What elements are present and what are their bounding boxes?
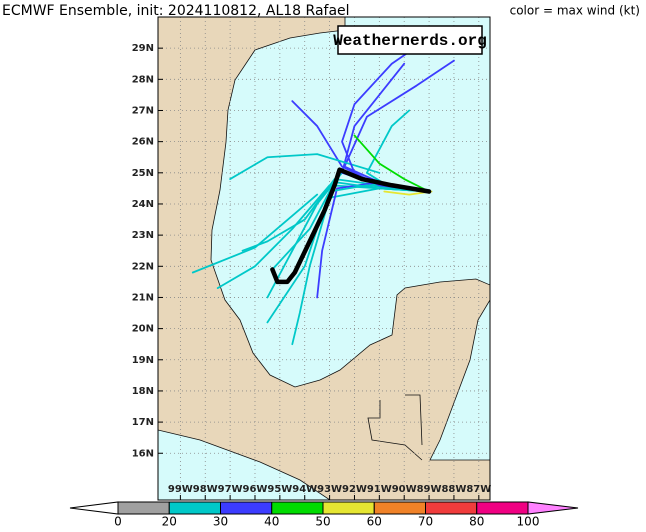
colorbar-bin: [425, 501, 478, 515]
colorbar-label: 100: [517, 515, 540, 529]
x-tick-label: 90W: [392, 484, 417, 495]
colorbar-label: 30: [213, 515, 228, 529]
caribbean-water: [429, 299, 490, 461]
watermark-box: [337, 25, 483, 55]
plot-frame: [157, 16, 491, 501]
y-tick-label: 23N: [132, 230, 154, 241]
colorbar-label: 80: [469, 515, 484, 529]
colorbar-bin: [322, 501, 375, 515]
colorbar-bin: [168, 501, 221, 515]
y-tick-label: 24N: [132, 199, 154, 210]
y-tick-label: 28N: [132, 74, 154, 85]
colorbar-label: 70: [418, 515, 433, 529]
mean-track: [270, 167, 432, 285]
pacific-water: [158, 429, 331, 500]
colorbar-label: 0: [114, 515, 122, 529]
colorbar-bin: [476, 501, 529, 515]
y-tick-label: 25N: [132, 168, 154, 179]
colorbar-bin: [117, 501, 170, 515]
x-tick-label: 91W: [367, 484, 392, 495]
colorbar-label: 50: [315, 515, 330, 529]
border: [405, 394, 423, 446]
member-track: [191, 193, 319, 274]
colorbar-bin: [220, 501, 273, 515]
title: ECMWF Ensemble, init: 2024110812, AL18 R…: [2, 3, 350, 19]
y-tick-label: 18N: [132, 386, 154, 397]
y-tick-label: 27N: [132, 105, 154, 116]
x-tick-label: 87W: [466, 484, 491, 495]
colorbar-label: 60: [367, 515, 382, 529]
colorbar-label: 20: [162, 515, 177, 529]
x-tick-label: 93W: [317, 484, 342, 495]
gulf-water: [210, 17, 490, 388]
subtitle: color = max wind (kt): [510, 4, 640, 18]
x-tick-label: 96W: [243, 484, 268, 495]
y-tick-label: 16N: [132, 448, 154, 459]
tracks: [191, 28, 455, 346]
x-tick-label: 99W: [168, 484, 193, 495]
colorbar: 0 20 30 40 50 60 70 80 100: [69, 501, 579, 529]
y-tick-label: 20N: [132, 324, 154, 335]
y-tick-label: 26N: [132, 137, 154, 148]
x-tick-label: 89W: [417, 484, 442, 495]
member-track: [353, 134, 430, 193]
x-tick-label: 97W: [218, 484, 243, 495]
y-tick-label: 29N: [132, 43, 154, 54]
basemap: [158, 17, 490, 500]
x-tick-label: 88W: [441, 484, 466, 495]
border: [367, 400, 423, 461]
colorbar-arrow: [527, 501, 579, 515]
member-track: [229, 153, 381, 180]
x-tick-label: 95W: [267, 484, 292, 495]
colorbar-bin: [271, 501, 324, 515]
colorbar-bin: [373, 501, 426, 515]
x-tick-label: 92W: [342, 484, 367, 495]
y-tick-label: 21N: [132, 292, 154, 303]
colorbar-arrow: [69, 501, 119, 515]
colorbar-label: 40: [264, 515, 279, 529]
x-tick-label: 98W: [193, 484, 218, 495]
x-tick-label: 94W: [292, 484, 317, 495]
y-tick-label: 19N: [132, 355, 154, 366]
y-tick-label: 17N: [132, 417, 154, 428]
y-tick-label: 22N: [132, 261, 154, 272]
watermark: Weathernerds.org: [333, 32, 487, 50]
